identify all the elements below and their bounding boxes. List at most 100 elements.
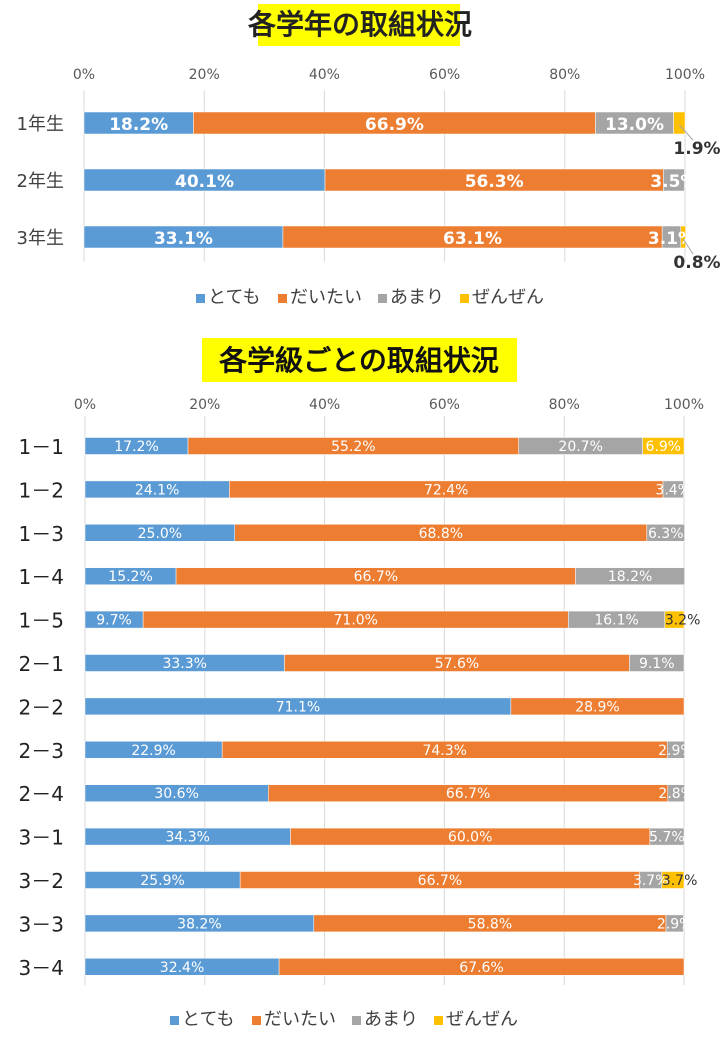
chart2-title: 各学級ごとの取組状況 [218,344,499,377]
chart2-data-label: 2.9% [658,743,694,759]
chart1-x-tick-label: 100% [665,67,705,83]
chart1-title: 各学年の取組状況 [247,8,472,41]
chart2-category-label: 1－5 [19,609,64,633]
chart2-data-label: 3.2% [665,613,701,629]
chart2-x-tick-label: 80% [549,397,580,413]
chart2-x-tick-label: 60% [429,397,460,413]
chart1-data-label: 3.1% [648,229,695,249]
chart1-data-label: 18.2% [109,115,168,135]
chart1-x-tick-label: 60% [429,67,460,83]
chart2-data-label: 3.7% [662,873,698,889]
legend1-swatch-daitai [278,294,287,303]
legend2-label-daitai: だいたい [264,1009,336,1030]
chart2-data-label: 66.7% [446,786,490,802]
chart2-data-label: 15.2% [108,569,152,585]
chart2-category-label: 3－4 [19,956,64,980]
legend1-label-zenzen: ぜんぜん [472,287,544,308]
chart1-data-label: 13.0% [605,115,664,135]
chart2-data-label: 72.4% [424,482,468,498]
legend2-label-amari: あまり [364,1009,418,1030]
chart2-data-label: 25.9% [140,873,184,889]
chart2-data-label: 33.3% [162,656,206,672]
chart2-x-tick-label: 0% [74,397,96,413]
chart2-data-label: 5.7% [649,830,685,846]
chart2-category-label: 3－2 [19,869,64,893]
chart2-data-label: 16.1% [594,613,638,629]
chart1-category-label: 1年生 [17,114,64,135]
chart1-title-highlight [258,4,460,46]
legend2-swatch-totemo [170,1016,179,1025]
chart2-data-label: 55.2% [331,439,375,455]
chart2-bar-daitai [510,697,685,716]
chart2-title-highlight [202,338,517,382]
chart2-category-label: 2－3 [19,739,64,763]
chart2-data-label: 9.7% [96,613,132,629]
chart2-category-label: 1－2 [19,478,64,502]
chart2-data-label: 30.6% [154,786,198,802]
chart1-data-label: 33.1% [154,229,213,249]
chart1-category-label: 3年生 [17,228,64,249]
chart2-data-label: 38.2% [177,916,221,932]
chart1-x-tick-label: 80% [549,67,580,83]
chart1-x-tick-label: 0% [73,67,95,83]
chart2-bar-amari [666,741,685,759]
chart2-data-label: 32.4% [160,960,204,976]
chart2-data-label: 6.3% [648,526,684,542]
chart2-plot: 0% 20% 40% 60% 80% 100% 1－1 17.2% 55.2% 20.7% 6.9%… [19,397,704,985]
chart2-data-label: 18.2% [608,569,652,585]
chart2-data-label: 28.9% [575,699,619,715]
chart2-bar-amari [665,914,684,933]
chart1-plot: 0% 20% 40% 60% 80% 100% 1年生 18.2% 66.9% 13.0% 1.9%… [17,67,720,273]
chart2-bar-amari [649,827,685,846]
legend2-swatch-daitai [252,1016,261,1025]
chart2-x-tick-label: 20% [189,397,220,413]
chart2-data-label: 68.8% [419,526,463,542]
chart2-data-label: 66.7% [354,569,398,585]
chart2-data-label: 74.3% [422,743,466,759]
chart1-label-leader [678,124,694,141]
chart2-data-label: 20.7% [558,439,602,455]
chart2-data-label: 6.9% [646,439,682,455]
chart2-data-label: 71.1% [276,699,320,715]
chart1-title-group: 各学年の取組状況 [247,4,472,46]
legend2-label-zenzen: ぜんぜん [446,1009,518,1030]
chart1-data-label: 1.9% [673,139,720,159]
chart1-data-label: 0.8% [673,253,720,273]
chart2-data-label: 57.6% [435,656,479,672]
chart1-x-tick-label: 40% [309,67,340,83]
chart2-bar-amari [629,654,685,672]
chart2-bar-amari [575,567,685,585]
chart2-title-group: 各学級ごとの取組状況 [202,338,517,382]
chart1-bar-amari [663,168,685,192]
chart2-data-label: 2.9% [657,916,693,932]
chart2-data-label: 71.0% [334,613,378,629]
chart1-category-label: 2年生 [17,171,64,192]
chart1-label-leader [682,238,694,255]
chart2-legend: とても だいたい あまり ぜんぜん [170,1009,518,1030]
chart1-bar-zenzen [680,225,686,249]
chart2-category-label: 3－1 [19,826,64,850]
chart2-data-label: 60.0% [448,830,492,846]
legend1-label-totemo: とても [208,287,261,308]
chart2-data-label: 17.2% [114,439,158,455]
chart2-data-label: 9.1% [639,656,675,672]
chart2-category-label: 3－3 [19,912,64,936]
legend2-swatch-zenzen [434,1016,443,1025]
chart1-data-label: 3.5% [650,172,697,192]
chart2-bar-zenzen [661,871,685,889]
chart1-x-tick-label: 20% [189,67,220,83]
chart2-bar-zenzen [664,610,685,629]
chart2-data-label: 66.7% [418,873,462,889]
chart2-data-label: 34.3% [165,830,209,846]
chart1-data-label: 56.3% [465,172,524,192]
chart2-x-tick-label: 100% [664,397,704,413]
chart2-bar-amari [662,480,684,499]
chart2-data-label: 3.4% [655,482,691,498]
chart1-data-label: 40.1% [175,172,234,192]
chart2-bar-amari [667,784,685,802]
chart2-bar-zenzen [642,437,685,455]
chart2-category-label: 2－2 [19,695,64,719]
chart2-category-label: 2－4 [19,782,64,806]
chart2-category-label: 1－1 [19,435,64,459]
chart2-data-label: 3.7% [633,873,669,889]
